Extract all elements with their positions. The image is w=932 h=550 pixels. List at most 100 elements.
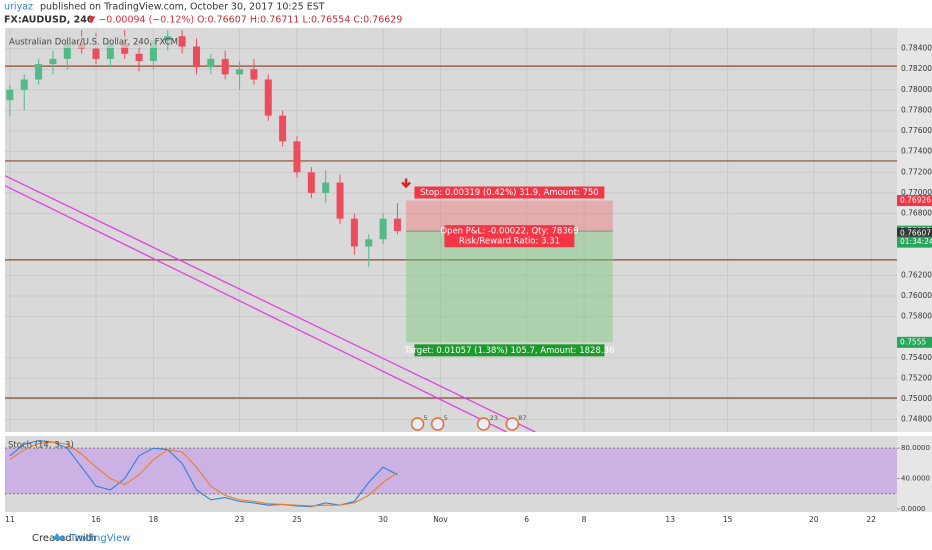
y-tick-label: 80.0000 bbox=[901, 444, 930, 452]
price-tag-label: 0.76926 bbox=[900, 196, 931, 205]
y-tick-label: 0.77200 bbox=[901, 167, 932, 176]
candle-body bbox=[106, 43, 114, 59]
candle-body bbox=[293, 141, 301, 173]
event-icon bbox=[476, 417, 491, 431]
symbol: FX:AUDUSD, 240 bbox=[4, 15, 94, 26]
x-tick-label: 15 bbox=[723, 515, 733, 524]
candle-body bbox=[307, 172, 315, 193]
target-zone bbox=[406, 231, 613, 343]
x-tick-label: 11 bbox=[5, 515, 15, 524]
change: ▼ −0.00094 (−0.12%) bbox=[88, 15, 194, 26]
countdown: 01:34:24 bbox=[900, 237, 932, 246]
x-tick-label: 30 bbox=[378, 515, 388, 524]
y-tick-label: 0.0000 bbox=[901, 505, 926, 513]
band bbox=[5, 448, 897, 494]
y-tick-label: 0.75400 bbox=[901, 353, 932, 362]
y-tick-label: 0.77000 bbox=[901, 188, 932, 197]
y-tick-label: 0.76800 bbox=[901, 209, 932, 218]
indicator-title: Stoch (14, 3, 3) bbox=[8, 441, 74, 451]
y-tick-label: 0.75000 bbox=[901, 394, 932, 403]
y-tick-label: 0.74800 bbox=[901, 415, 932, 424]
y-tick-label: 0.77400 bbox=[901, 147, 932, 156]
label-bg bbox=[444, 225, 575, 248]
y-tick-label: 40.0000 bbox=[901, 475, 930, 483]
x-tick-label: 25 bbox=[292, 515, 302, 524]
x-tick-label: Nov bbox=[433, 515, 448, 524]
candle-body bbox=[135, 53, 143, 61]
footer-brand: TradingView bbox=[69, 533, 130, 544]
candle-body bbox=[264, 79, 272, 116]
x-tick-label: 8 bbox=[582, 515, 587, 524]
candle-body bbox=[236, 69, 244, 75]
published-note: published on TradingView.com, October 30… bbox=[40, 2, 325, 13]
candle-body bbox=[6, 89, 14, 101]
stoch-line bbox=[9, 441, 398, 507]
label-bg bbox=[414, 344, 605, 357]
candle-body bbox=[164, 36, 172, 41]
y-tick-label: 0.77600 bbox=[901, 126, 932, 135]
candle-body bbox=[92, 48, 100, 59]
ohlc: O:0.76607 H:0.76711 L:0.76554 C:0.76629 bbox=[197, 15, 402, 26]
candle-body bbox=[336, 182, 344, 219]
price-tag bbox=[897, 195, 932, 207]
trend-line bbox=[5, 185, 507, 432]
position-label: Open P&L: -0.00022, Qty: 78369 bbox=[440, 227, 578, 237]
candle-body bbox=[250, 69, 258, 80]
candle-body bbox=[35, 64, 43, 80]
arrow bbox=[401, 178, 411, 189]
logo bbox=[52, 533, 66, 540]
candle-body bbox=[350, 218, 358, 247]
event-icon bbox=[410, 417, 425, 431]
position-label: Risk/Reward Ratio: 3.31 bbox=[459, 237, 560, 247]
x-tick-label: 6 bbox=[524, 515, 529, 524]
position-label: Stop: 0.00319 (0.42%) 31.9, Amount: 750 bbox=[420, 188, 599, 198]
event-count: 23 bbox=[490, 414, 498, 422]
event-icon bbox=[505, 417, 520, 431]
candle-body bbox=[207, 58, 215, 68]
candle-body bbox=[221, 58, 229, 75]
stoch-line bbox=[9, 440, 398, 508]
candle-body bbox=[192, 46, 200, 68]
candle-body bbox=[20, 79, 28, 90]
candle-body bbox=[365, 239, 373, 247]
label-bg bbox=[414, 186, 605, 199]
candle-body bbox=[379, 218, 387, 240]
candle-body bbox=[178, 36, 186, 47]
event-count: 87 bbox=[518, 414, 526, 422]
legend: Australian Dollar/U.S. Dollar, 240, FXCM bbox=[9, 38, 178, 48]
legend-bg bbox=[7, 36, 157, 48]
position-label: Target: 0.01057 (1.38%) 105.7, Amount: 1… bbox=[403, 346, 614, 356]
author[interactable]: uriyaz bbox=[4, 2, 33, 13]
price-axis bbox=[897, 436, 932, 512]
x-tick-label: 18 bbox=[149, 515, 159, 524]
price-tag bbox=[897, 336, 932, 348]
candle-body bbox=[63, 43, 71, 59]
x-tick-label: 22 bbox=[866, 515, 876, 524]
candle-body bbox=[149, 40, 157, 61]
x-tick-label: 23 bbox=[235, 515, 245, 524]
candle-body bbox=[49, 58, 57, 65]
y-tick-label: 0.76000 bbox=[901, 291, 932, 300]
x-tick-label: 16 bbox=[91, 515, 101, 524]
y-tick-label: 0.76200 bbox=[901, 270, 932, 279]
y-tick-label: 0.78000 bbox=[901, 85, 932, 94]
y-tick-label: 0.78400 bbox=[901, 44, 932, 53]
x-tick-label: 13 bbox=[665, 515, 675, 524]
trend-line bbox=[5, 175, 536, 432]
candle-body bbox=[279, 115, 287, 142]
plot: 0.78400 0.78200 0.78000 0.77800 0.77600 0.774… bbox=[0, 28, 932, 524]
candle-body bbox=[121, 43, 129, 54]
candle-body bbox=[393, 218, 401, 232]
event-count: 5 bbox=[424, 414, 428, 422]
x-tick-label: 20 bbox=[809, 515, 819, 524]
event-count: 5 bbox=[444, 414, 448, 422]
y-tick-label: 0.75800 bbox=[901, 312, 932, 321]
price-tag-label: 0.7555 bbox=[900, 337, 926, 346]
y-tick-label: 0.75200 bbox=[901, 373, 932, 382]
price-tag bbox=[897, 227, 932, 239]
y-tick-label: 0.77800 bbox=[901, 105, 932, 114]
event-icon bbox=[430, 417, 445, 431]
candle-body bbox=[322, 182, 330, 193]
